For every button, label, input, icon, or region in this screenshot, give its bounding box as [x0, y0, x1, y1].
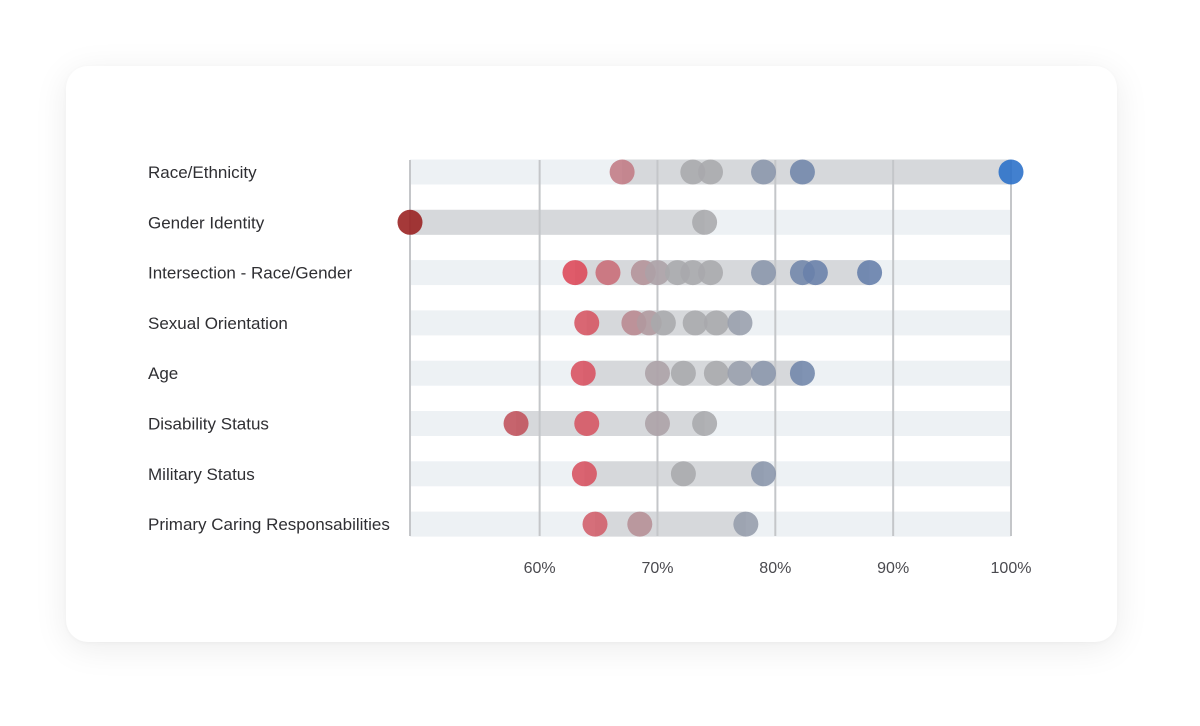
data-point [698, 159, 723, 185]
data-point [650, 310, 676, 336]
data-point [692, 209, 718, 235]
data-point [670, 360, 696, 386]
category-label: Intersection - Race/Gender [148, 264, 352, 283]
data-point [727, 310, 753, 336]
category-label: Sexual Orientation [148, 314, 288, 333]
data-point [751, 159, 777, 185]
data-point [733, 511, 759, 537]
tick-label: 80% [759, 560, 791, 577]
data-point [789, 360, 815, 386]
range-bar [516, 411, 705, 436]
data-point [397, 209, 423, 235]
data-points [397, 159, 1024, 537]
data-point [727, 360, 753, 386]
tick-label: 100% [991, 560, 1032, 577]
data-point [751, 260, 777, 286]
data-point [503, 411, 529, 436]
data-point [582, 511, 608, 537]
data-point [789, 159, 815, 185]
category-label: Age [148, 364, 178, 383]
data-point [595, 260, 621, 286]
data-point [692, 411, 718, 436]
range-bar [410, 209, 705, 235]
data-point [703, 310, 729, 336]
data-point [680, 159, 706, 185]
data-point [751, 360, 777, 386]
data-point [574, 310, 600, 336]
gridlines [409, 160, 1012, 536]
category-label: Disability Status [148, 415, 269, 434]
data-point [574, 411, 600, 436]
category-label: Gender Identity [148, 213, 265, 232]
data-point [680, 260, 706, 286]
data-point [802, 260, 828, 286]
data-point [857, 260, 883, 286]
data-point [644, 360, 670, 386]
tick-label: 60% [524, 560, 556, 577]
data-point [562, 260, 588, 286]
data-point [609, 159, 635, 185]
category-labels: Race/Ethnicity Gender Identity Intersectio… [148, 163, 390, 534]
data-point [682, 310, 708, 336]
category-label: Race/Ethnicity [148, 163, 257, 182]
tick-label: 70% [641, 560, 673, 577]
tick-label: 90% [877, 560, 909, 577]
category-label: Military Status [148, 465, 255, 484]
data-point [751, 461, 777, 487]
data-point [570, 360, 596, 386]
range-bar [595, 511, 746, 537]
data-point [703, 360, 729, 386]
x-axis-ticks: 60% 70% 80% 90% 100% [524, 560, 1032, 577]
data-point [698, 260, 723, 286]
data-point [627, 511, 653, 537]
data-point [644, 411, 670, 436]
data-point [644, 260, 670, 286]
data-point [670, 461, 696, 487]
category-label: Primary Caring Responsabilities [148, 515, 390, 534]
data-point [571, 461, 597, 487]
data-point [998, 159, 1024, 185]
